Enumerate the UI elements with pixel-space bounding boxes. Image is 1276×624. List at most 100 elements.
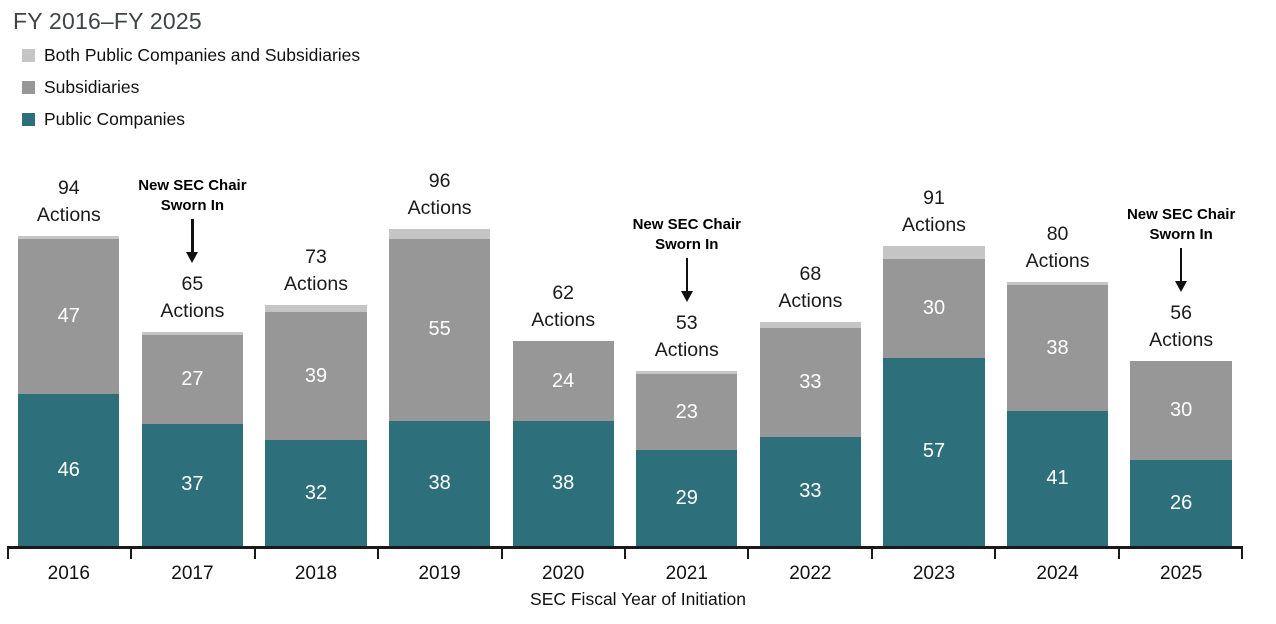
bar-total-label-2024: 80 Actions bbox=[1025, 223, 1090, 273]
bar-2022: 33 33 bbox=[759, 321, 862, 546]
bar-total-label-2017: 65 Actions bbox=[160, 272, 225, 322]
chart-title: FY 2016–FY 2025 bbox=[13, 8, 202, 34]
bar-column-2017: New SEC Chair Sworn In 65 Actions 27 37 bbox=[131, 176, 255, 546]
bar-segment-subsidiaries-2019: 55 bbox=[388, 239, 491, 421]
segment-value-label: 39 bbox=[304, 364, 328, 387]
bar-total-label-2020: 62 Actions bbox=[531, 282, 596, 332]
bar-segment-both-public-companies-and-subsidiaries-2018 bbox=[265, 305, 367, 312]
x-axis-ticks bbox=[7, 549, 1243, 559]
bar-column-2018: 73 Actions 39 32 bbox=[254, 244, 378, 546]
bar-segment-both-public-companies-and-subsidiaries-2024 bbox=[1006, 282, 1109, 286]
annotation-new-sec-chair-2017: New SEC Chair Sworn In bbox=[138, 176, 247, 214]
segment-value-label: 29 bbox=[675, 486, 698, 509]
legend-item-both: Both Public Companies and Subsidiaries bbox=[22, 46, 1276, 64]
x-axis-label-2020: 2020 bbox=[542, 563, 585, 584]
bar-column-2022: 68 Actions 33 33 bbox=[749, 261, 873, 546]
arrow-down-icon bbox=[1175, 248, 1188, 293]
bar-2017: 27 37 bbox=[141, 331, 244, 546]
segment-value-label: 23 bbox=[675, 400, 698, 423]
annotation-new-sec-chair-2021: New SEC Chair Sworn In bbox=[632, 216, 741, 254]
bar-segment-both-public-companies-and-subsidiaries-2019 bbox=[388, 229, 491, 240]
bar-2016: 47 46 bbox=[18, 235, 120, 546]
x-axis-label-2022: 2022 bbox=[789, 563, 832, 584]
legend-label-both: Both Public Companies and Subsidiaries bbox=[44, 45, 361, 65]
x-axis-label-2017: 2017 bbox=[171, 563, 214, 584]
segment-value-label: 24 bbox=[552, 369, 575, 392]
segment-value-label: 26 bbox=[1170, 491, 1193, 514]
bar-segment-subsidiaries-2023: 30 bbox=[883, 258, 985, 358]
segment-value-label: 38 bbox=[1046, 336, 1069, 359]
bar-2019: 55 38 bbox=[388, 229, 491, 546]
x-axis-tick bbox=[7, 549, 130, 559]
bar-total-label-2018: 73 Actions bbox=[284, 246, 348, 296]
arrow-down-icon bbox=[680, 258, 693, 303]
segment-value-label: 38 bbox=[428, 471, 451, 494]
x-axis-label-2025: 2025 bbox=[1160, 563, 1203, 584]
bar-segment-public-companies-2021: 29 bbox=[636, 450, 738, 546]
segment-value-label: 57 bbox=[922, 440, 946, 463]
bar-2023: 30 57 bbox=[883, 245, 985, 546]
segment-value-label: 30 bbox=[922, 296, 946, 319]
x-axis-tick bbox=[747, 549, 870, 559]
bar-total-label-2023: 91 Actions bbox=[901, 186, 966, 236]
bar-total-label-2022: 68 Actions bbox=[778, 262, 843, 312]
bar-segment-subsidiaries-2024: 38 bbox=[1006, 285, 1109, 411]
legend-swatch-subsidiaries-icon bbox=[22, 80, 35, 94]
bar-segment-public-companies-2025: 26 bbox=[1130, 460, 1232, 546]
bar-segment-public-companies-2022: 33 bbox=[759, 437, 862, 546]
annotation-new-sec-chair-2025: New SEC Chair Sworn In bbox=[1126, 206, 1236, 244]
bar-segment-both-public-companies-and-subsidiaries-2021 bbox=[636, 371, 738, 375]
x-axis-label-2019: 2019 bbox=[418, 563, 461, 584]
bar-column-2016: 94 Actions 47 46 bbox=[7, 175, 131, 546]
x-axis-label-2024: 2024 bbox=[1036, 563, 1079, 584]
bar-total-label-2025: 56 Actions bbox=[1149, 302, 1214, 352]
bar-column-2019: 96 Actions 55 38 bbox=[378, 168, 502, 546]
legend-label-public-companies: Public Companies bbox=[44, 109, 186, 129]
segment-value-label: 46 bbox=[57, 458, 80, 481]
bar-column-2021: New SEC Chair Sworn In 53 Actions 23 29 bbox=[625, 215, 749, 546]
bar-segment-both-public-companies-and-subsidiaries-2016 bbox=[18, 235, 120, 240]
legend-item-subsidiaries: Subsidiaries bbox=[22, 78, 1276, 96]
bar-segment-subsidiaries-2022: 33 bbox=[759, 328, 862, 438]
bar-segment-subsidiaries-2025: 30 bbox=[1130, 361, 1232, 461]
segment-value-label: 47 bbox=[57, 305, 80, 328]
bar-2020: 24 38 bbox=[512, 341, 614, 546]
x-axis-title: SEC Fiscal Year of Initiation bbox=[530, 589, 746, 609]
segment-value-label: 33 bbox=[799, 371, 822, 394]
legend-label-subsidiaries: Subsidiaries bbox=[44, 77, 140, 97]
segment-value-label: 30 bbox=[1170, 399, 1193, 422]
x-axis-label-2023: 2023 bbox=[912, 563, 956, 584]
segment-value-label: 41 bbox=[1046, 466, 1069, 489]
bar-total-label-2016: 94 Actions bbox=[36, 176, 101, 226]
segment-value-label: 33 bbox=[799, 480, 822, 503]
segment-value-label: 37 bbox=[181, 473, 204, 496]
bar-segment-both-public-companies-and-subsidiaries-2017 bbox=[141, 331, 244, 335]
x-axis-label-2018: 2018 bbox=[294, 563, 338, 584]
bar-segment-subsidiaries-2020: 24 bbox=[512, 341, 614, 421]
x-axis-tick bbox=[870, 549, 994, 559]
bar-2018: 39 32 bbox=[265, 305, 367, 546]
x-axis-label-2021: 2021 bbox=[665, 563, 708, 584]
plot-area: 94 Actions 47 46 New SEC Chair Sworn In 65 Acti… bbox=[7, 136, 1243, 549]
x-axis-labels: 2016 2017 2018 2019 2020 2021 2022 2023 2024 2025 bbox=[7, 563, 1243, 585]
bar-segment-subsidiaries-2016: 47 bbox=[18, 239, 120, 395]
legend-swatch-both-icon bbox=[22, 48, 35, 62]
segment-value-label: 55 bbox=[428, 318, 451, 341]
bar-segment-subsidiaries-2017: 27 bbox=[141, 334, 244, 424]
segment-value-label: 32 bbox=[304, 481, 328, 504]
bar-segment-public-companies-2023: 57 bbox=[883, 357, 985, 546]
arrow-down-icon bbox=[186, 218, 199, 263]
segment-value-label: 27 bbox=[181, 367, 204, 390]
x-axis-tick bbox=[377, 549, 500, 559]
bar-segment-public-companies-2020: 38 bbox=[512, 420, 614, 546]
bar-column-2023: 91 Actions 30 57 bbox=[872, 185, 996, 546]
segment-value-label: 38 bbox=[552, 471, 575, 494]
bar-segment-both-public-companies-and-subsidiaries-2023 bbox=[883, 245, 985, 259]
legend: Both Public Companies and Subsidiaries S… bbox=[0, 36, 1276, 136]
bar-column-2025: New SEC Chair Sworn In 56 Actions 30 26 bbox=[1119, 205, 1243, 546]
legend-item-public-companies: Public Companies bbox=[22, 110, 1276, 128]
bar-segment-public-companies-2019: 38 bbox=[388, 420, 491, 546]
x-axis-label-2016: 2016 bbox=[47, 563, 90, 584]
bar-segment-public-companies-2016: 46 bbox=[18, 394, 120, 546]
